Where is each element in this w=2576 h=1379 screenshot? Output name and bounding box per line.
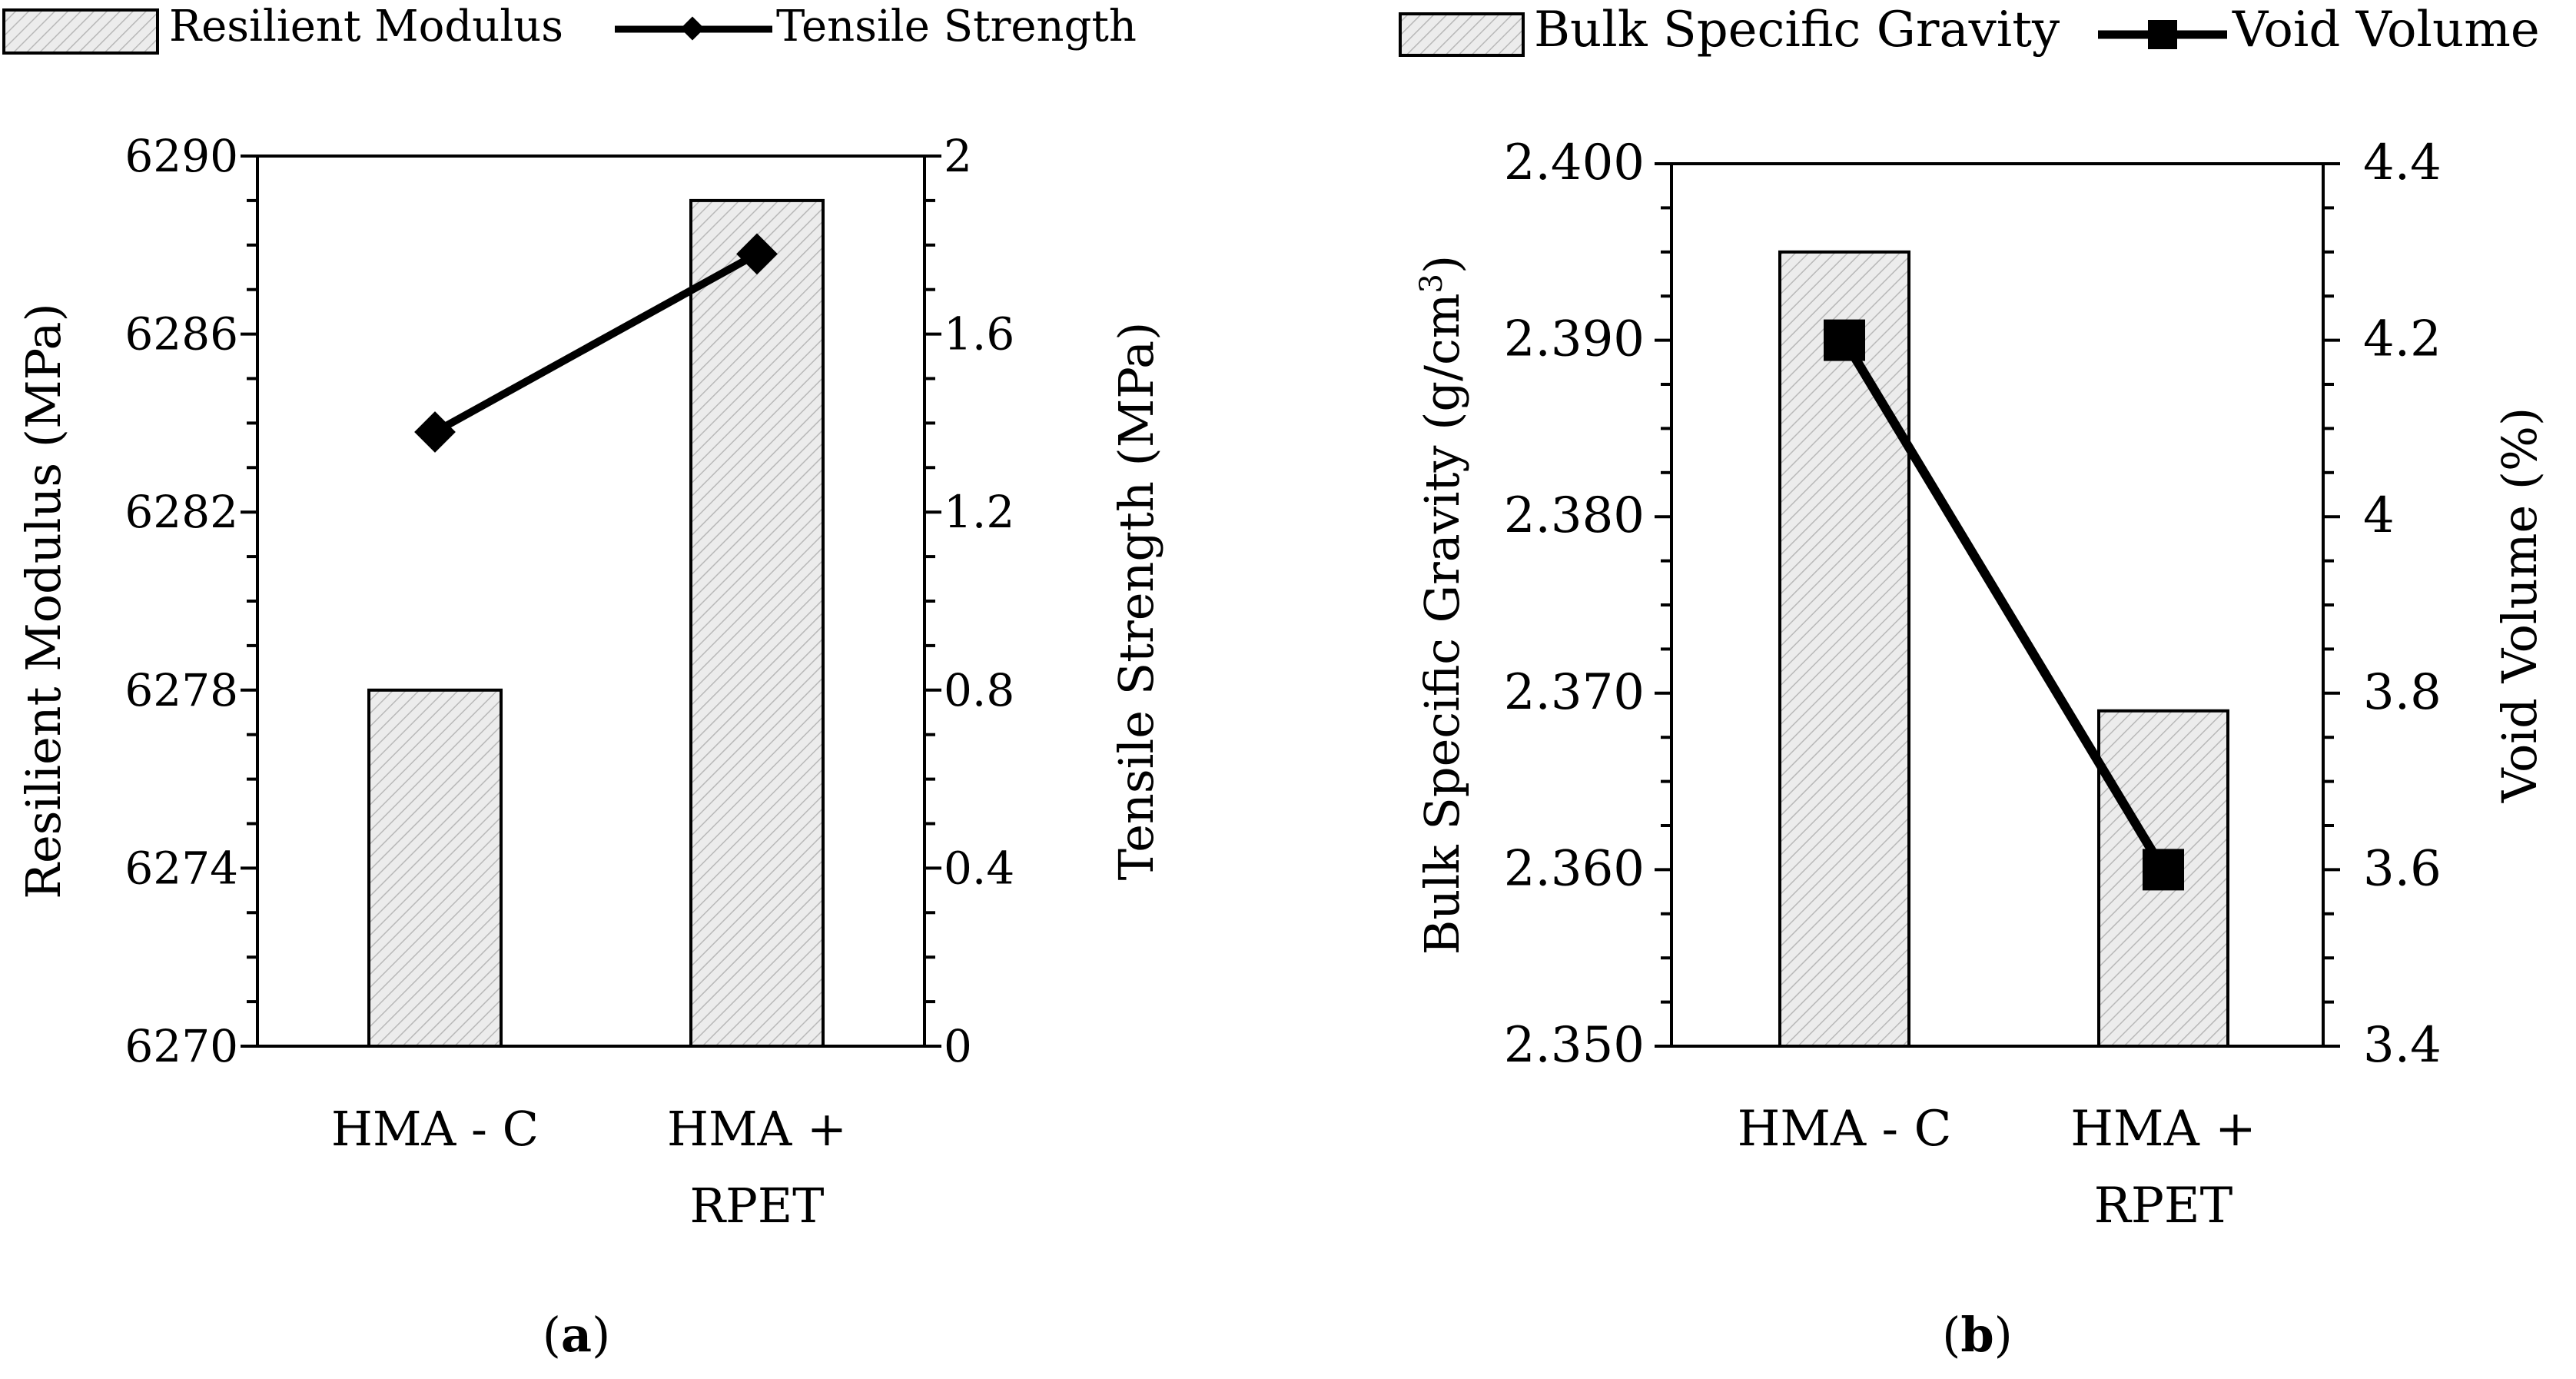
panel-b-left-tick-label: 2.380 xyxy=(1504,487,1645,544)
panel-a-category-label-hma-c: HMA - C xyxy=(331,1101,539,1157)
panel-b-legend: Bulk Specific Gravity Void Volume xyxy=(1399,2,2540,58)
panel-a-right-tick-label: 1.6 xyxy=(944,308,1014,361)
panel-a-point-hma-c xyxy=(414,411,456,453)
panel-b-chart: Bulk Specific Gravity Void Volume 2.350 … xyxy=(1399,2,2548,1363)
panel-b-left-tick-label: 2.390 xyxy=(1504,311,1645,368)
panel-b-right-tick-label: 3.8 xyxy=(2363,664,2442,721)
panel-b-right-tick-label: 4.4 xyxy=(2363,135,2442,191)
panel-a-legend-bar-swatch xyxy=(2,8,159,55)
panel-a-category-label-hma-rpet-line2: RPET xyxy=(689,1178,824,1234)
panel-b-left-axis-title-text: Bulk Specific Gravity (g/cm xyxy=(1414,293,1470,955)
panel-a-legend-line-label: Tensile Strength xyxy=(776,2,1137,52)
panel-b-right-tick-label: 3.4 xyxy=(2363,1017,2442,1074)
panel-a-bar-hma-rpet xyxy=(689,198,825,1048)
panel-b-legend-square-marker xyxy=(2148,20,2177,49)
panel-a-left-tick-label: 6290 xyxy=(124,130,238,182)
panel-b-point-hma-c xyxy=(1824,319,1865,361)
panel-b-category-label-hma-rpet-line2: RPET xyxy=(2094,1178,2233,1234)
panel-a-right-tick-label: 0.8 xyxy=(944,664,1014,716)
panel-b-bar-hma-c xyxy=(1778,250,1910,1048)
panel-a-legend-diamond-marker xyxy=(680,16,705,41)
panel-a-tensile-strength-line xyxy=(433,251,759,436)
panel-b-category-label-hma-rpet-line1: HMA + xyxy=(2070,1101,2256,1158)
panel-b-left-tick-label: 2.360 xyxy=(1504,840,1645,897)
panel-a-axis-ticks xyxy=(241,155,941,1048)
panel-a-right-tick-label: 0.4 xyxy=(944,842,1014,894)
panel-b-right-tick-label: 4.2 xyxy=(2363,311,2442,368)
panel-b-point-hma-rpet xyxy=(2143,849,2184,891)
panel-b-left-tick-label: 2.350 xyxy=(1504,1017,1645,1074)
panel-b-legend-bar-swatch xyxy=(1399,12,1525,57)
panel-a-caption-letter: a xyxy=(561,1307,592,1363)
panel-b-right-tick-label: 4 xyxy=(2363,487,2395,544)
panel-b-legend-bar-label: Bulk Specific Gravity xyxy=(1534,2,2060,58)
panel-b-right-tick-label: 3.6 xyxy=(2363,840,2442,897)
panel-b-caption: (b) xyxy=(1942,1307,2013,1363)
panel-a-left-tick-label: 6278 xyxy=(124,664,238,716)
panel-a-legend-bar-label: Resilient Modulus xyxy=(169,2,563,52)
panel-a-right-tick-label: 0 xyxy=(944,1020,972,1072)
panel-b-legend-line-label: Void Volume xyxy=(2232,2,2540,58)
panel-b-void-volume-line xyxy=(1840,337,2168,872)
panel-a-right-tick-label: 1.2 xyxy=(944,486,1014,538)
panel-a-chart: Resilient Modulus Tensile Strength 6270 … xyxy=(2,2,1164,1363)
panel-b-left-tick-label: 2.370 xyxy=(1504,664,1645,721)
panel-a-right-axis-title: Tensile Strength (MPa) xyxy=(1108,322,1164,881)
panel-b-left-tick-label: 2.400 xyxy=(1504,135,1645,191)
panel-a-left-tick-label: 6286 xyxy=(124,308,238,361)
panel-a-left-tick-label: 6282 xyxy=(124,486,238,538)
panel-a-left-tick-label: 6270 xyxy=(124,1020,238,1072)
panel-b-caption-letter: b xyxy=(1960,1307,1993,1363)
panel-b-left-axis-title: Bulk Specific Gravity (g/cm3) xyxy=(1414,255,1470,955)
panel-a-caption: (a) xyxy=(543,1307,611,1363)
panel-a-category-label-hma-rpet-line1: HMA + xyxy=(667,1101,847,1157)
panel-a-left-tick-label: 6274 xyxy=(124,842,238,894)
panel-a-bar-hma-c xyxy=(367,688,503,1048)
panel-b-left-axis-title-superscript: 3 xyxy=(1414,274,1449,293)
panel-a-legend: Resilient Modulus Tensile Strength xyxy=(2,2,1137,55)
panel-b-right-axis-title: Void Volume (%) xyxy=(2491,407,2548,803)
panel-b-axis-ticks xyxy=(1655,162,2340,1048)
panel-b-category-label-hma-c: HMA - C xyxy=(1738,1101,1952,1158)
panel-b-left-axis-title-suffix: ) xyxy=(1414,255,1470,274)
panel-a-left-axis-title: Resilient Modulus (MPa) xyxy=(15,303,71,899)
panel-a-right-tick-label: 2 xyxy=(944,130,972,182)
